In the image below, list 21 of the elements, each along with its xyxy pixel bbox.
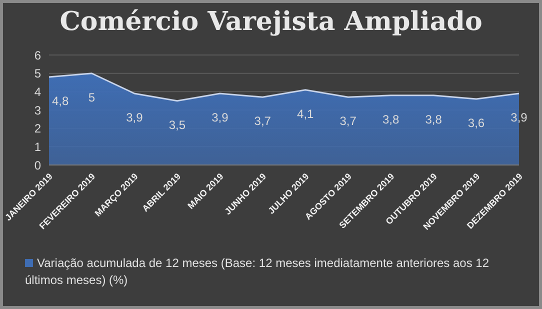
data-label: 3,5 [168, 118, 186, 132]
data-label: 3,6 [468, 116, 485, 130]
data-label: 4,8 [52, 94, 70, 108]
y-tick-label: 6 [34, 48, 42, 62]
data-label: 3,8 [382, 112, 400, 126]
data-label: 3,9 [126, 110, 144, 124]
data-label: 5 [88, 90, 96, 104]
data-label: 3,9 [510, 110, 528, 124]
chart-title: Comércio Varejista Ampliado [58, 7, 484, 37]
legend-label: Variação acumulada de 12 meses (Base: 12 meses imediatamente anteriores aos 12 últimos meses) (%) [25, 255, 490, 289]
y-tick-label: 2 [34, 122, 42, 136]
y-tick-label: 4 [34, 84, 42, 99]
y-tick-label: 5 [34, 66, 42, 81]
data-label: 3,7 [340, 114, 357, 128]
y-tick-label: 3 [34, 103, 42, 118]
data-label: 4,1 [297, 106, 314, 121]
y-tick-label: 1 [34, 140, 42, 154]
y-tick-label: 0 [34, 158, 42, 172]
data-label: 3,8 [425, 112, 442, 126]
data-label: 3,9 [212, 110, 229, 124]
data-label: 3,7 [254, 114, 272, 128]
